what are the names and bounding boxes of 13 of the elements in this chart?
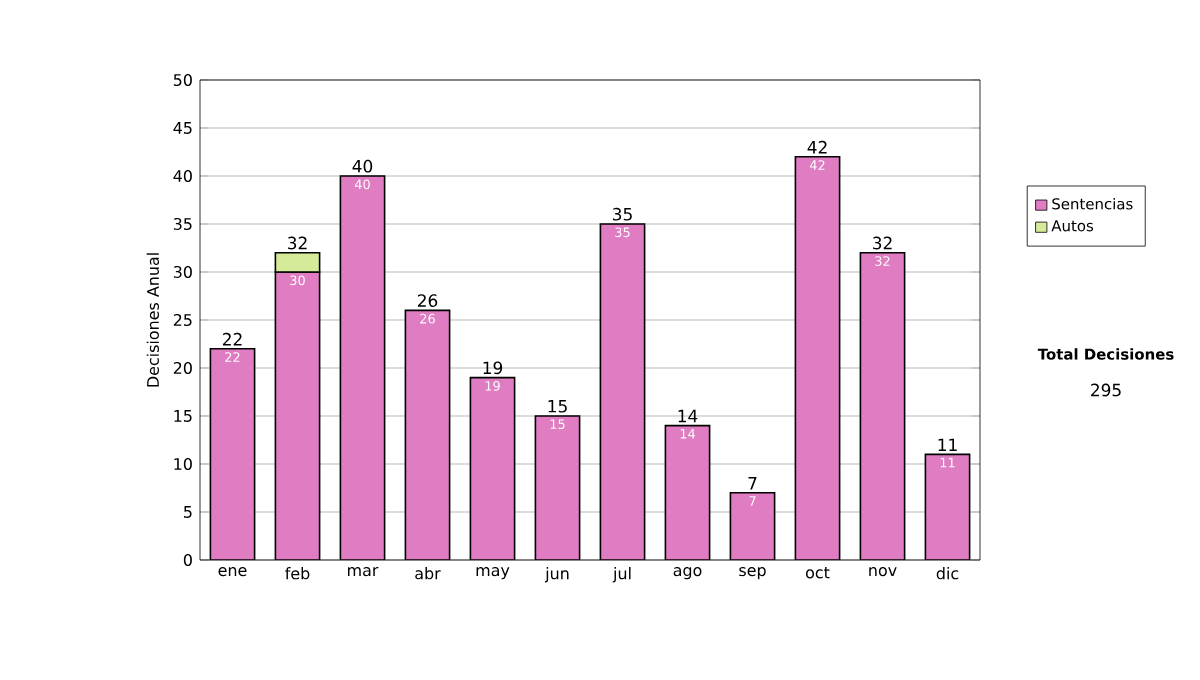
total-label: 7 [748, 477, 757, 490]
total-label: 11 [938, 438, 957, 452]
text: 295 [1091, 383, 1121, 397]
total-label: 32 [873, 236, 892, 250]
total-label: 32 [288, 236, 307, 250]
total-label: 40 [352, 159, 373, 173]
total-label: 19 [483, 361, 503, 375]
total-label: 15 [548, 400, 567, 413]
total-label: 35 [613, 207, 632, 221]
total-label: 14 [678, 409, 698, 423]
total-label: 22 [222, 332, 242, 346]
total-label: 26 [417, 294, 438, 308]
total-label: 42 [807, 140, 827, 154]
